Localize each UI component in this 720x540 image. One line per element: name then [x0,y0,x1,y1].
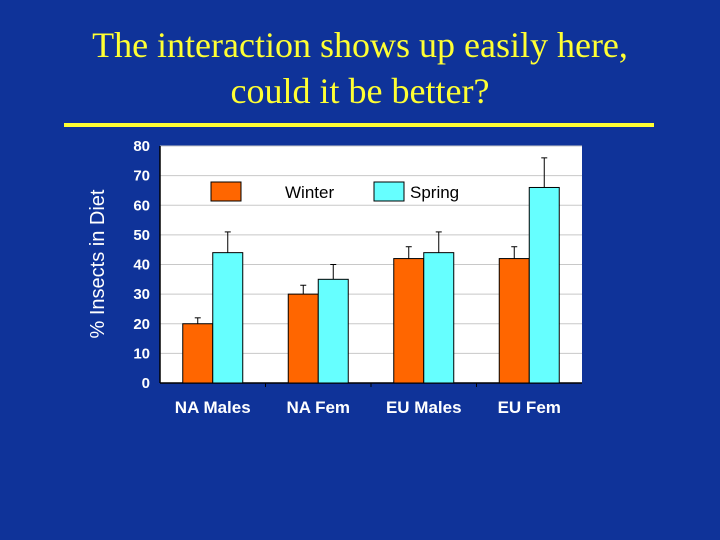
bar-winter-eu-males [393,258,425,384]
x-tick-label: EU Males [386,398,462,417]
bar-winter-na-fem [287,293,319,384]
legend-label-spring: Spring [410,183,459,202]
y-axis-label: % Insects in Diet [87,189,109,338]
y-tick-label: 20 [133,316,150,333]
bar-spring-na-males [212,252,244,384]
bar-winter-na-males [182,323,214,384]
bar-spring-eu-fem [528,186,560,384]
y-tick-label: 50 [133,227,150,244]
x-tick-label: NA Males [175,398,251,417]
slide-title-line-2: could it be better? [230,71,490,111]
x-tick-label: EU Fem [498,398,561,417]
y-tick-label: 60 [133,197,150,214]
y-tick-label: 10 [133,345,150,362]
y-tick-label: 30 [133,286,150,303]
legend-swatch-spring [373,181,405,202]
legend-label-winter: Winter [285,183,334,202]
y-tick-label: 80 [133,138,150,155]
x-tick-label: NA Fem [286,398,350,417]
bar-winter-eu-fem [498,258,530,384]
slide-title-line-1: The interaction shows up easily here, [92,25,628,65]
legend-swatch-winter [210,181,242,202]
bar-spring-eu-males [423,252,455,384]
y-tick-label: 70 [133,168,150,185]
y-tick-label: 40 [133,257,150,274]
title-divider [64,123,654,127]
slide-title: The interaction shows up easily here, co… [0,22,720,114]
y-tick-label: 0 [142,375,150,392]
bar-spring-na-fem [317,278,349,384]
